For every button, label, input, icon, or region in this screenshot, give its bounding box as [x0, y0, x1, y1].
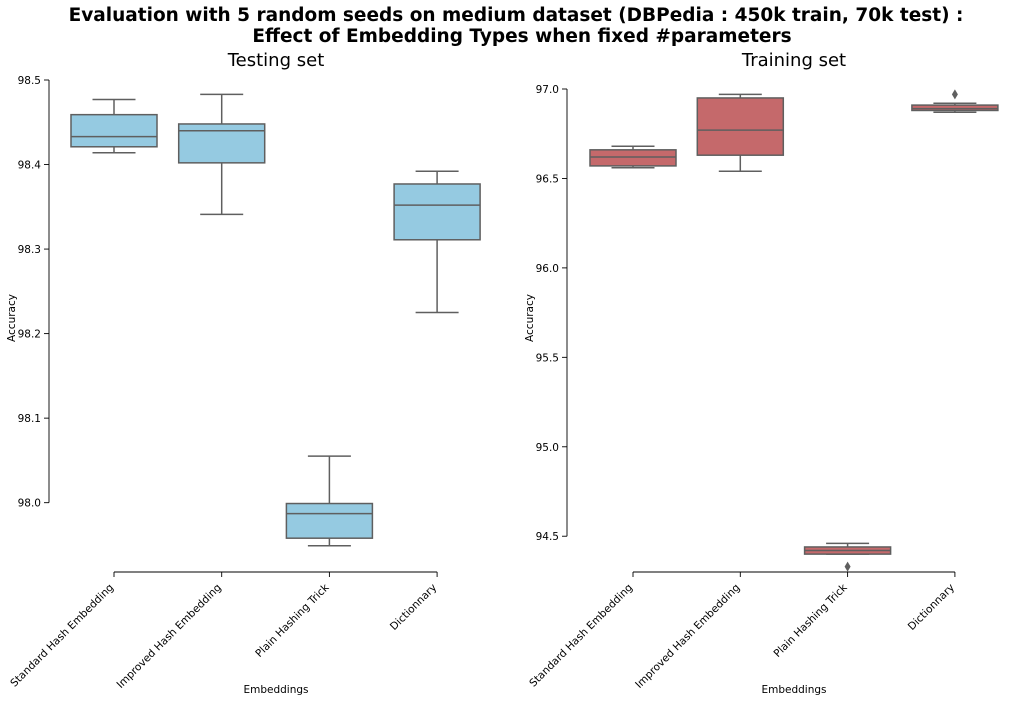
y-tick-label: 96.0	[536, 263, 559, 275]
box-3	[803, 542, 892, 572]
testing-set-panel: Testing set 98.0 98.1 98.2 98.3 98.4 98.5 Stand…	[6, 50, 481, 696]
box-body	[911, 104, 999, 112]
x-axis-label: Embeddings	[243, 684, 308, 696]
x-tick-label: Improved Hash Embedding	[115, 582, 224, 691]
box-body	[177, 123, 266, 164]
x-axis-label: Embeddings	[761, 684, 826, 696]
box-4	[911, 89, 999, 114]
y-tick-label: 98.4	[18, 160, 42, 172]
y-tick-label: 96.5	[536, 173, 559, 185]
y-tick-label: 98.1	[18, 413, 41, 425]
x-tick-label: Dictionnary	[906, 582, 957, 633]
box-4	[393, 170, 481, 314]
box-3	[285, 455, 374, 547]
subplot-title: Training set	[741, 50, 846, 71]
training-set-panel: Training set 94.5 95.0 95.5 96.0 96.5 97.0 Stan…	[524, 50, 999, 696]
figure-title-line2: Effect of Embedding Types when fixed #pa…	[252, 26, 791, 47]
box-1	[70, 98, 158, 154]
x-tick-label: Dictionnary	[388, 582, 439, 633]
x-tick-label: Standard Hash Embedding	[8, 582, 116, 690]
y-tick-label: 95.0	[536, 442, 559, 454]
box-body	[285, 502, 374, 539]
subplot-title: Testing set	[227, 50, 325, 71]
x-tick-label: Plain Hashing Trick	[253, 581, 332, 660]
x-tick-label: Improved Hash Embedding	[633, 582, 742, 691]
y-tick-label: 95.5	[536, 352, 559, 364]
box-body	[696, 97, 785, 156]
y-tick-label: 98.0	[18, 498, 41, 510]
y-axis-label: Accuracy	[524, 294, 536, 342]
box-2	[177, 93, 266, 216]
y-tick-label: 98.2	[18, 329, 41, 341]
y-tick-label: 98.5	[18, 75, 41, 87]
y-tick-label: 97.0	[536, 84, 559, 96]
box-body	[393, 183, 481, 241]
box-1	[589, 145, 677, 169]
y-axis-label: Accuracy	[6, 294, 18, 342]
x-tick-label: Standard Hash Embedding	[527, 582, 635, 690]
box-body	[589, 149, 677, 167]
figure-title-line1: Evaluation with 5 random seeds on medium…	[69, 5, 964, 26]
x-tick-label: Plain Hashing Trick	[772, 581, 851, 660]
box-body	[70, 113, 158, 148]
outlier-point	[951, 89, 958, 100]
outlier-point	[844, 561, 851, 572]
box-2	[696, 93, 785, 173]
y-tick-label: 94.5	[536, 531, 559, 543]
y-tick-label: 98.3	[18, 244, 41, 256]
